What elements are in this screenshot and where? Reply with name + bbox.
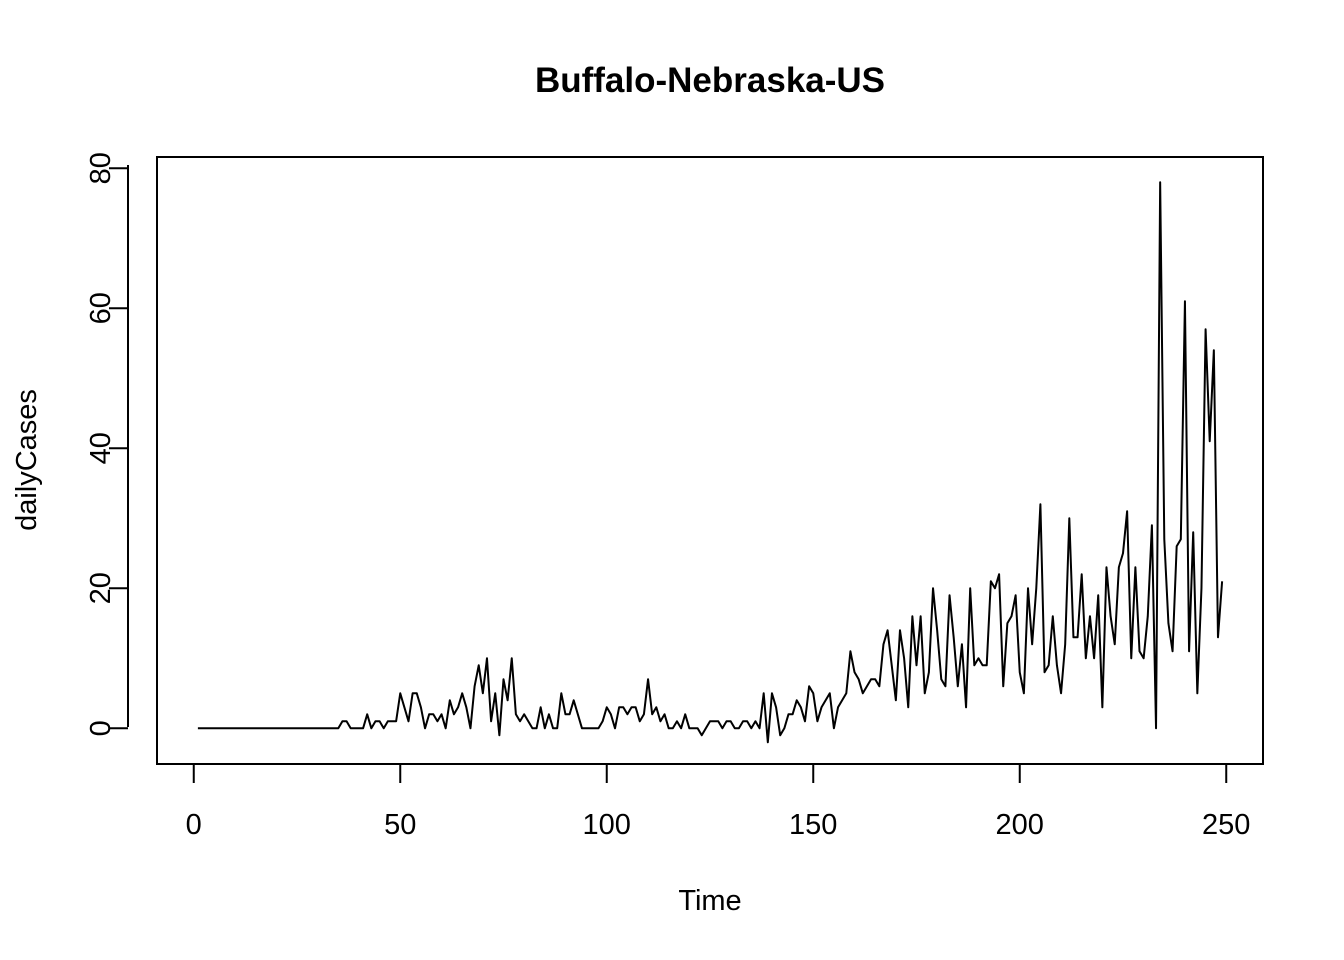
x-axis-ticks: 0 50 100 150 200 250 bbox=[186, 764, 1250, 841]
x-tick-label: 50 bbox=[384, 809, 416, 841]
plot-frame bbox=[156, 156, 1264, 765]
chart-title: Buffalo-Nebraska-US bbox=[535, 61, 885, 100]
y-axis-label: dailyCases bbox=[11, 389, 43, 531]
y-tick-label: 40 bbox=[85, 432, 117, 464]
x-tick-label: 200 bbox=[996, 809, 1044, 841]
y-tick-label: 80 bbox=[85, 152, 117, 184]
y-axis-ticks: 0 20 40 60 80 bbox=[85, 152, 128, 736]
x-tick-label: 100 bbox=[583, 809, 631, 841]
daily-cases-series-line bbox=[197, 181, 1224, 744]
y-tick-label: 20 bbox=[85, 572, 117, 604]
x-axis-label: Time bbox=[678, 885, 741, 917]
y-tick-label: 60 bbox=[85, 292, 117, 324]
x-tick-label: 0 bbox=[186, 809, 202, 841]
x-tick-label: 150 bbox=[789, 809, 837, 841]
y-tick-label: 0 bbox=[85, 720, 117, 736]
x-tick-label: 250 bbox=[1202, 809, 1250, 841]
